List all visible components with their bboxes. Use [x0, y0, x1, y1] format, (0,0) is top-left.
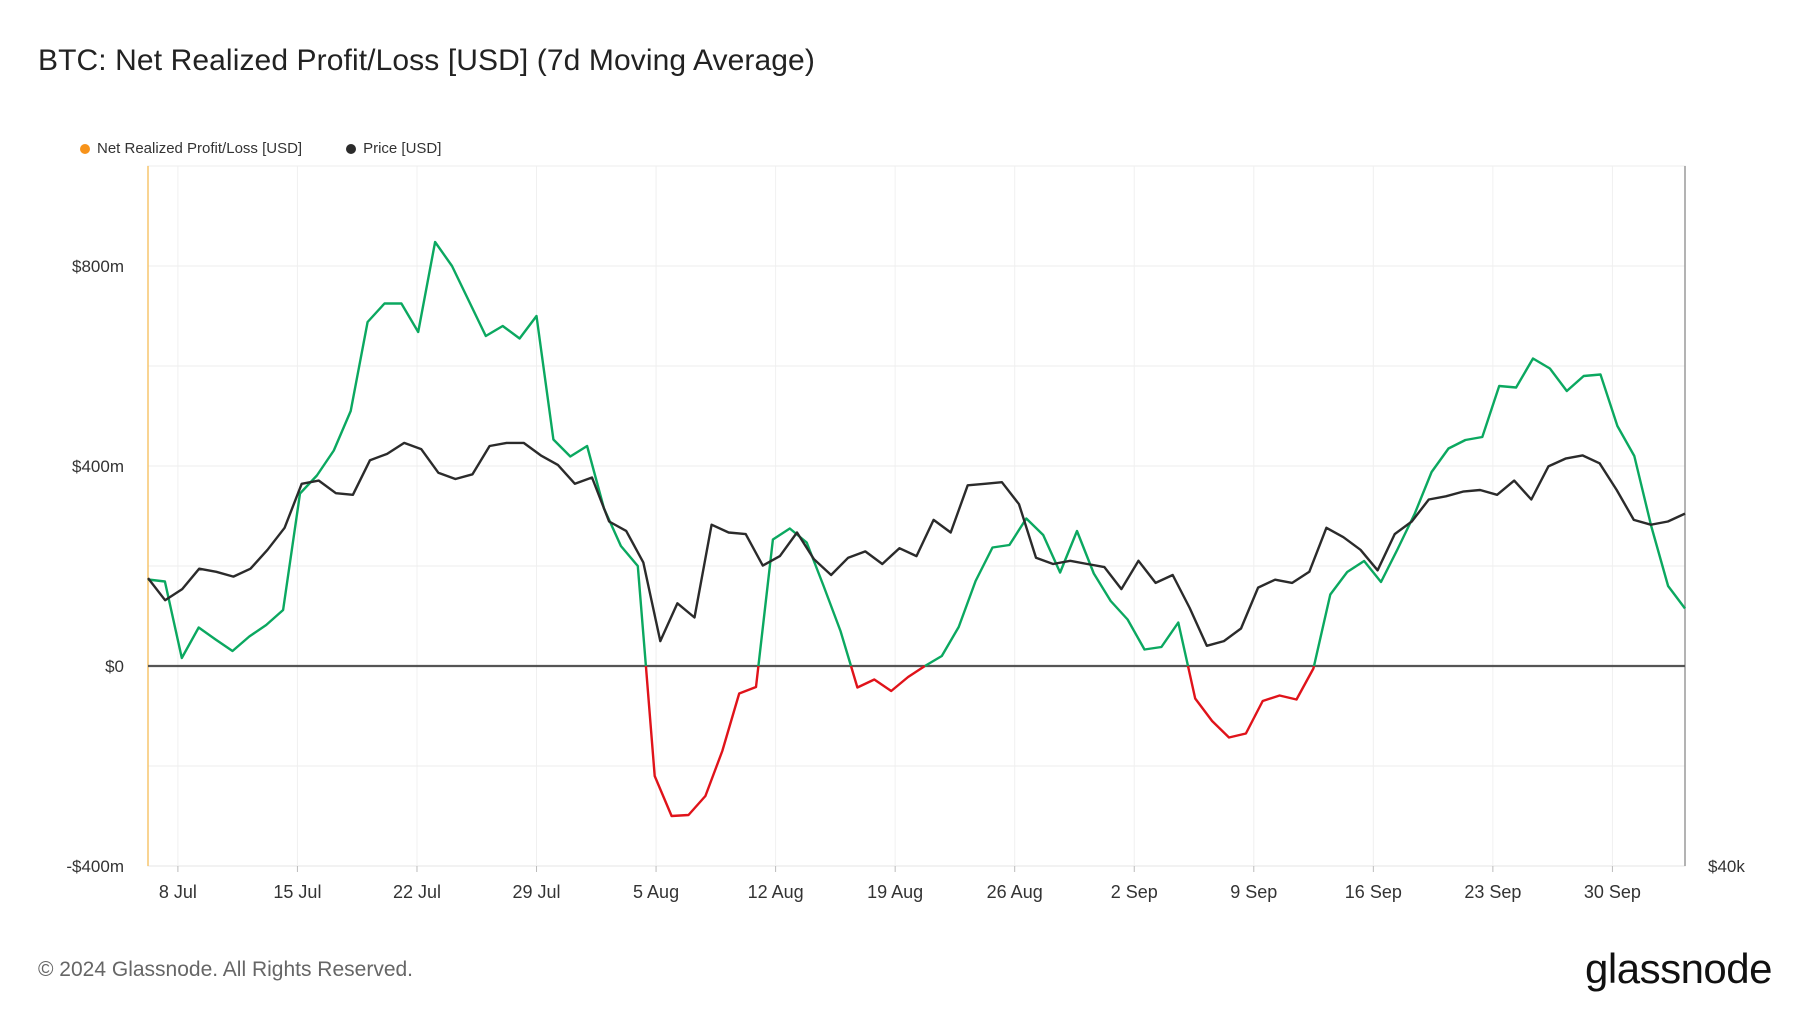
x-tick-label: 22 Jul	[393, 882, 441, 902]
x-tick-label: 12 Aug	[748, 882, 804, 902]
x-tick-label: 19 Aug	[867, 882, 923, 902]
nrpl-line-negative	[849, 664, 926, 693]
copyright-text: © 2024 Glassnode. All Rights Reserved.	[38, 958, 414, 981]
x-tick-label: 15 Jul	[273, 882, 321, 902]
x-tick-label: 30 Sep	[1584, 882, 1641, 902]
x-tick-label: 23 Sep	[1464, 882, 1521, 902]
nrpl-line-positive	[147, 240, 648, 667]
x-tick-label: 9 Sep	[1230, 882, 1277, 902]
nrpl-line-negative	[644, 665, 760, 818]
legend-label-nrpl: Net Realized Profit/Loss [USD]	[97, 140, 303, 157]
legend-dot-nrpl-icon	[80, 143, 90, 154]
nrpl-line-positive	[924, 517, 1190, 668]
legend-dot-price-icon	[346, 143, 357, 154]
y-tick-label: $400m	[72, 457, 124, 476]
legend-label-price: Price [USD]	[363, 140, 442, 157]
x-tick-label: 29 Jul	[512, 882, 560, 902]
x-tick-label: 8 Jul	[159, 882, 197, 902]
glassnode-logo: glassnode	[1585, 945, 1772, 992]
nrpl-line-positive	[1312, 357, 1686, 667]
x-tick-label: 26 Aug	[987, 882, 1043, 902]
price-line	[147, 441, 1686, 647]
chart-title: BTC: Net Realized Profit/Loss [USD] (7d …	[38, 44, 815, 77]
nrpl-line-positive	[757, 527, 853, 667]
y-right-tick-label: $40k	[1708, 857, 1745, 876]
legend-item-price[interactable]: Price [USD]	[346, 140, 441, 157]
legend-item-nrpl[interactable]: Net Realized Profit/Loss [USD]	[80, 140, 302, 157]
y-tick-label: $800m	[72, 257, 124, 276]
x-tick-label: 5 Aug	[633, 882, 679, 902]
chart-legend: Net Realized Profit/Loss [USD] Price [US…	[80, 140, 441, 157]
x-tick-label: 2 Sep	[1111, 882, 1158, 902]
plot-frame	[147, 165, 1686, 867]
x-tick-label: 16 Sep	[1345, 882, 1402, 902]
y-tick-label: -$400m	[66, 857, 124, 876]
nrpl-line-negative	[1186, 665, 1316, 739]
y-tick-label: $0	[105, 657, 124, 676]
